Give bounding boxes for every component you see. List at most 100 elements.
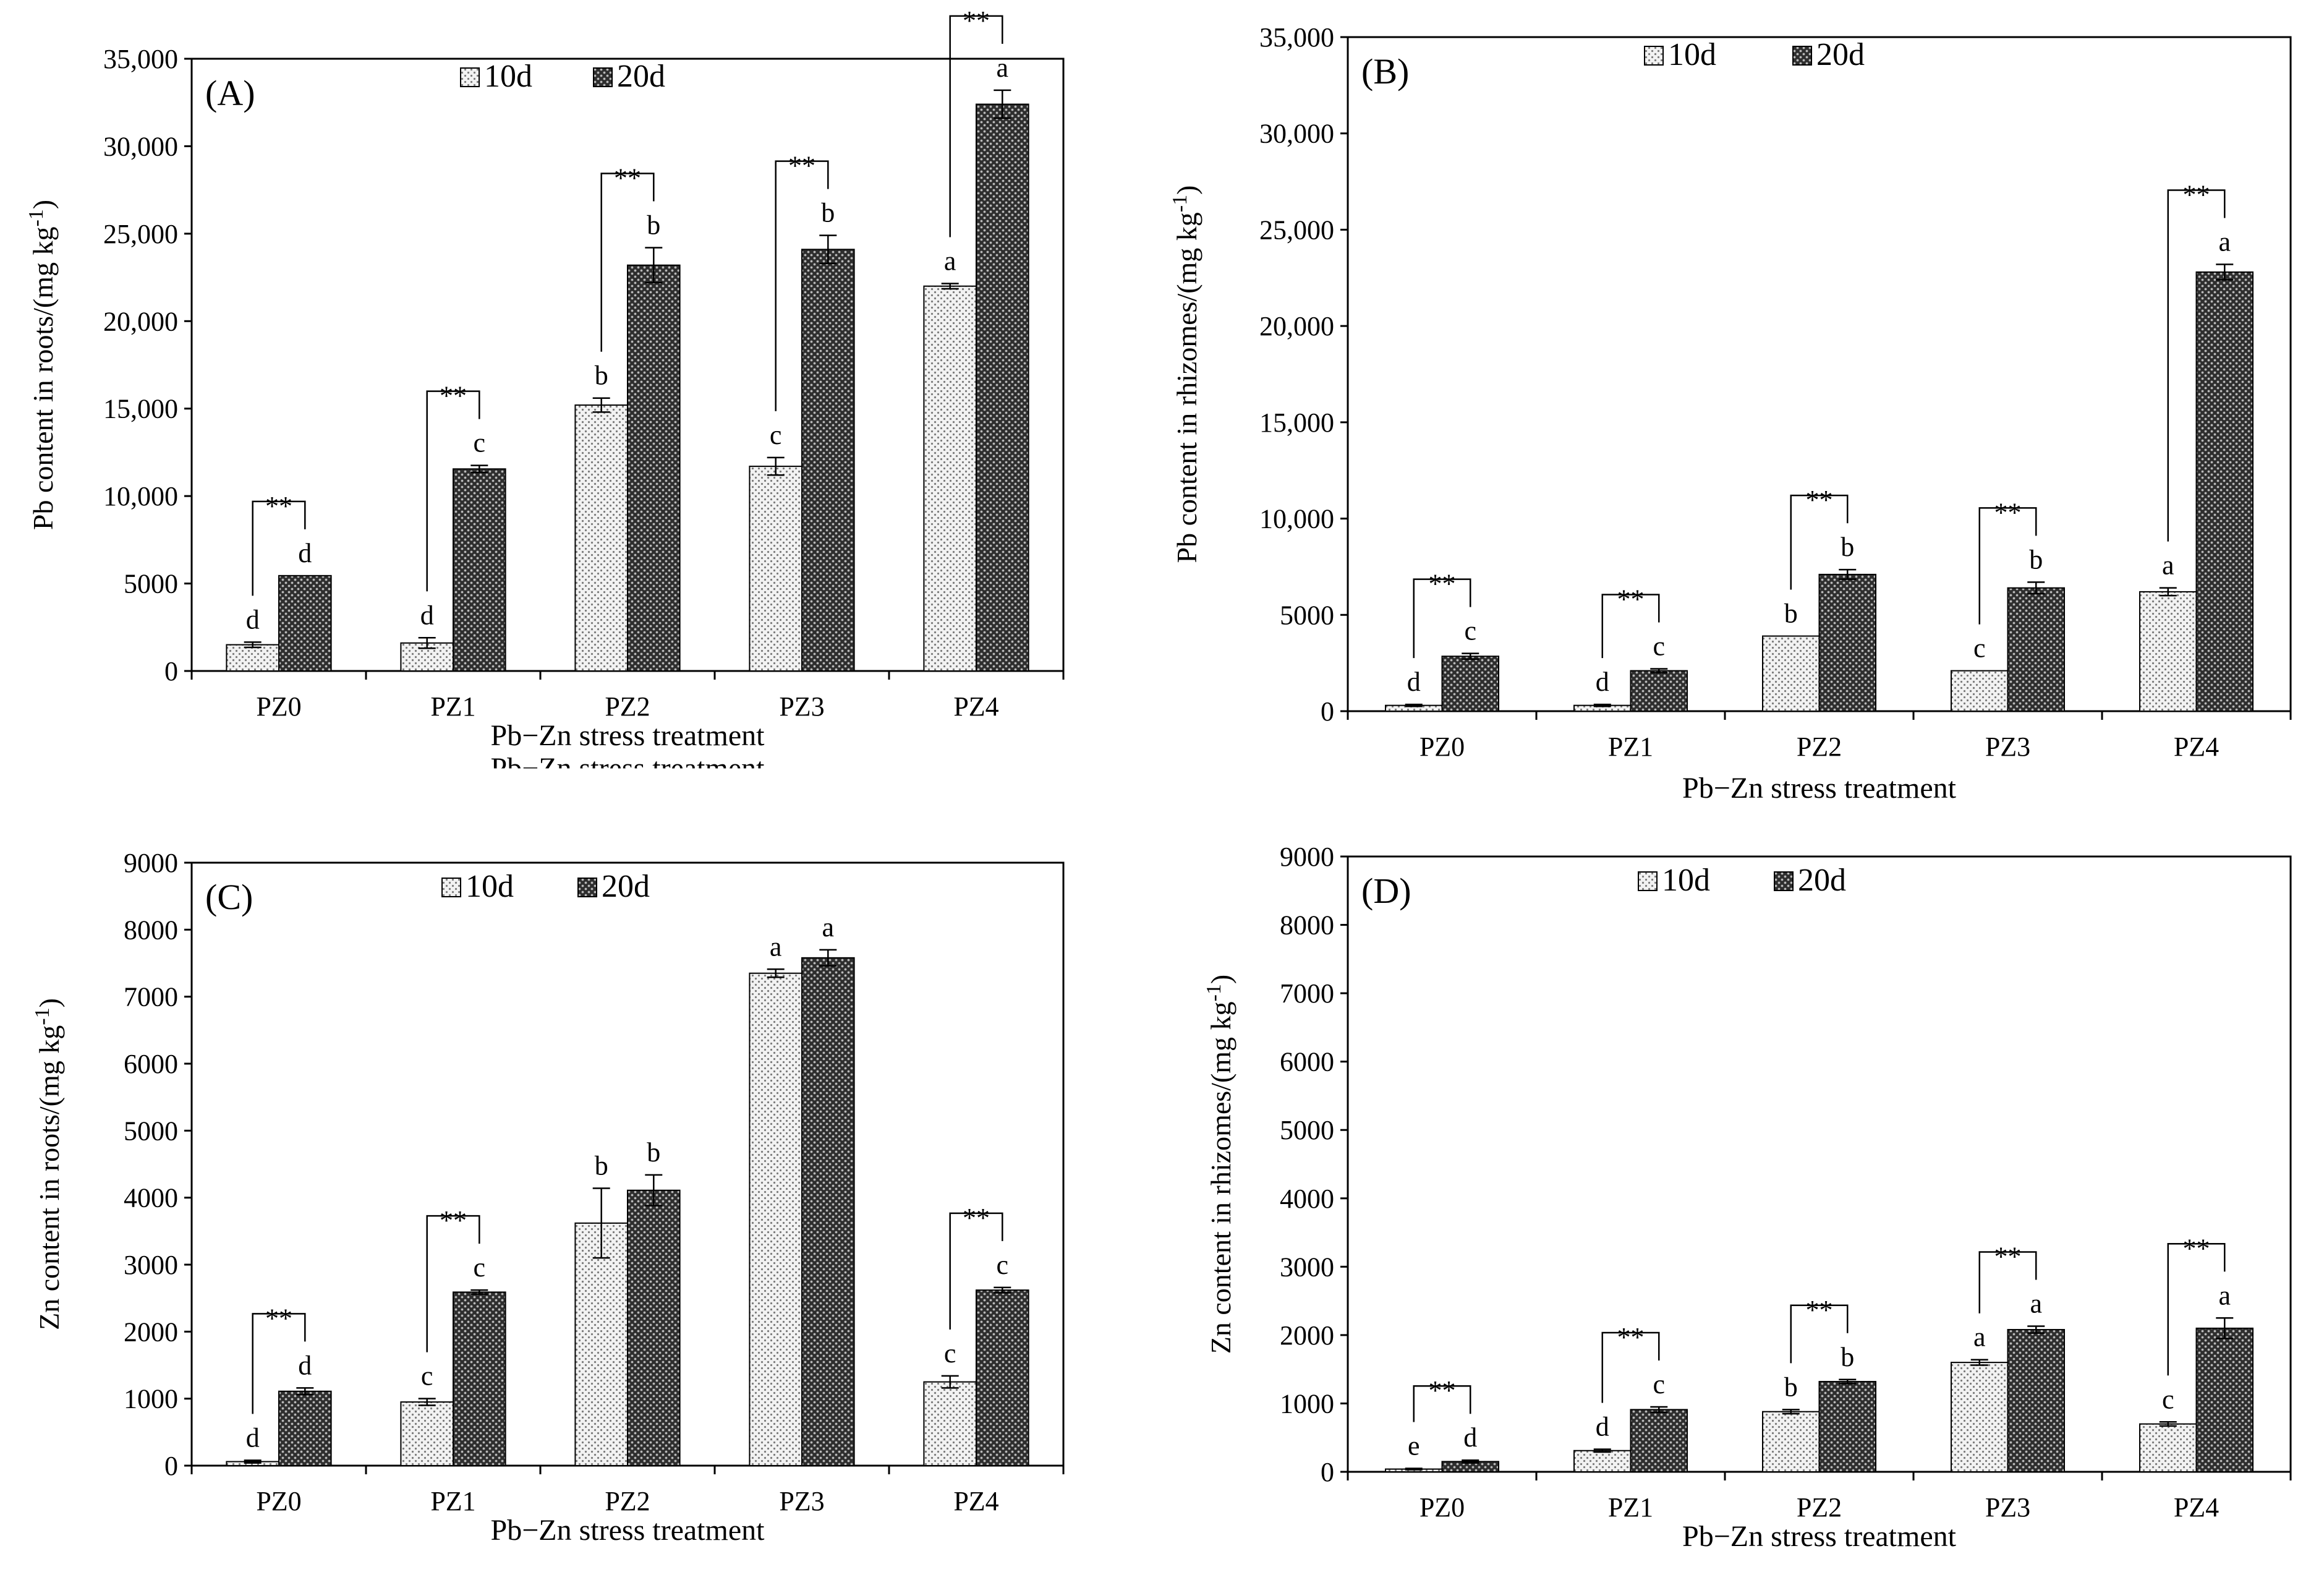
significance-letter: d	[420, 600, 434, 630]
significance-letter: a	[997, 53, 1009, 83]
y-tick-label: 30,000	[103, 131, 178, 161]
significance-stars: **	[440, 1205, 467, 1236]
chart-panel-D: 0 1000 2000 3000 4000 5000 6000 7000 8000 9000 PZ0…	[1202, 842, 2292, 1553]
significance-bracket	[949, 15, 1003, 237]
x-axis-label-duplicate: Pb−Zn stress treatment	[491, 752, 765, 785]
bar-20d-PZ1	[1630, 1409, 1688, 1473]
bar-20d-PZ2	[1818, 1381, 1876, 1472]
significance-letter: c	[421, 1361, 433, 1391]
significance-letter: a	[2218, 226, 2231, 257]
legend-swatch-10d	[1638, 871, 1658, 891]
bar-10d-PZ2	[574, 1222, 629, 1467]
panel-label: (B)	[1361, 51, 1409, 92]
bar-10d-PZ2	[1762, 1411, 1820, 1473]
y-tick-label: 20,000	[1259, 311, 1334, 341]
bar-10d-PZ2	[1762, 635, 1820, 712]
y-tick-label: 2000	[1280, 1320, 1334, 1351]
bar-20d-PZ1	[1630, 670, 1688, 712]
significance-letter: e	[1408, 1430, 1420, 1461]
significance-letter: c	[1653, 1369, 1665, 1399]
bar-10d-PZ4	[2139, 591, 2197, 712]
y-tick-label: 5000	[124, 569, 178, 599]
x-tick-label: PZ0	[1420, 1492, 1465, 1523]
significance-bracket	[1978, 1251, 2037, 1314]
y-tick-label: 6000	[124, 1049, 178, 1079]
y-tick-label: 20,000	[103, 306, 178, 336]
y-tick-label: 0	[164, 1451, 178, 1481]
x-tick-label: PZ3	[1985, 1492, 2030, 1523]
bar-10d-PZ4	[923, 285, 977, 672]
bar-20d-PZ4	[2195, 271, 2254, 712]
x-tick-label: PZ4	[2174, 732, 2219, 762]
y-tick-label: 5000	[124, 1116, 178, 1146]
significance-bracket	[949, 1212, 1003, 1330]
bar-10d-PZ3	[749, 466, 803, 672]
chart-panel-C: 0 1000 2000 3000 4000 5000 6000 7000 8000 9000 PZ0…	[31, 848, 1065, 1547]
significance-bracket	[2167, 189, 2226, 542]
legend-label: 10d	[484, 59, 532, 94]
significance-letter: b	[2029, 544, 2043, 575]
bar-20d-PZ2	[1818, 573, 1876, 712]
bar-10d-PZ1	[400, 1401, 454, 1466]
significance-stars: **	[265, 1303, 292, 1333]
significance-stars: **	[963, 1203, 990, 1233]
significance-letter: a	[1973, 1322, 1986, 1352]
significance-letter: b	[1841, 1342, 1854, 1372]
legend-label: 10d	[1662, 863, 1710, 898]
bar-20d-PZ0	[1441, 656, 1499, 712]
y-tick-label: 0	[164, 656, 178, 686]
significance-bracket	[1790, 494, 1849, 590]
significance-bracket	[1601, 1331, 1660, 1403]
x-tick-label: PZ4	[953, 1486, 998, 1516]
legend-swatch-20d	[577, 878, 597, 897]
significance-letter: d	[1596, 1412, 1609, 1442]
significance-letter: b	[647, 210, 660, 240]
significance-bracket	[1413, 1385, 1471, 1422]
legend-swatch-10d	[441, 878, 461, 897]
significance-bracket	[426, 390, 480, 592]
y-tick-label: 25,000	[103, 219, 178, 249]
y-tick-label: 10,000	[103, 481, 178, 511]
significance-letter: d	[1407, 667, 1421, 697]
bar-20d-PZ4	[2195, 1327, 2254, 1472]
bar-10d-PZ4	[923, 1381, 977, 1466]
bar-20d-PZ1	[453, 468, 506, 672]
significance-letter: b	[1784, 1372, 1798, 1402]
significance-stars: **	[1429, 569, 1456, 599]
x-tick-label: PZ0	[1420, 732, 1465, 762]
significance-stars: **	[963, 6, 990, 36]
x-axis-label: Pb−Zn stress treatment	[491, 719, 765, 752]
y-tick-label: 5000	[1280, 600, 1334, 630]
y-tick-label: 7000	[124, 982, 178, 1012]
x-tick-label: PZ0	[256, 691, 301, 722]
y-tick-label: 9000	[124, 848, 178, 878]
plot-frame	[1347, 855, 2292, 1473]
significance-stars: **	[1806, 1295, 1833, 1325]
y-axis-label: Pb content in roots/(mg kg-1)	[25, 200, 59, 530]
bar-10d-PZ3	[749, 972, 803, 1466]
bar-10d-PZ3	[1951, 670, 2009, 712]
significance-letter: c	[1464, 616, 1476, 646]
significance-bracket	[1978, 507, 2037, 625]
chart-panel-A: 0 5000 10,000 15,000 20,000 25,000 30,000 35,00…	[25, 6, 1065, 785]
x-tick-label: PZ1	[1608, 1492, 1653, 1523]
bar-20d-PZ3	[2007, 587, 2065, 712]
y-tick-label: 3000	[124, 1250, 178, 1280]
x-tick-label: PZ2	[1797, 1492, 1842, 1523]
x-axis-label: Pb−Zn stress treatment	[491, 1514, 765, 1547]
significance-letter: a	[2218, 1280, 2231, 1310]
y-tick-label: 25,000	[1259, 215, 1334, 245]
significance-letter: d	[298, 538, 312, 568]
x-tick-label: PZ0	[256, 1486, 301, 1516]
x-tick-label: PZ1	[1608, 732, 1653, 762]
significance-letter: d	[1596, 667, 1609, 697]
bar-20d-PZ2	[627, 264, 681, 672]
significance-letter: b	[1784, 599, 1798, 629]
significance-letter: b	[595, 1151, 608, 1181]
significance-letter: c	[474, 1252, 486, 1283]
bar-20d-PZ2	[627, 1189, 681, 1466]
x-axis-label: Pb−Zn stress treatment	[1682, 1520, 1957, 1553]
significance-letter: d	[246, 604, 260, 634]
bar-20d-PZ3	[2007, 1329, 2065, 1472]
